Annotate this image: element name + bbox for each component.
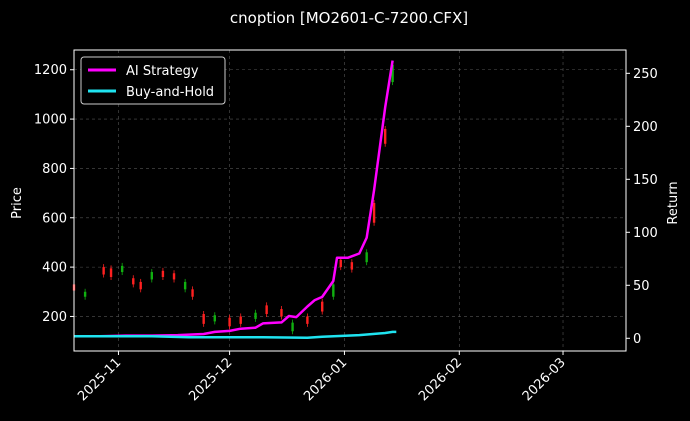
x-tick-label: 2026-01 xyxy=(301,355,350,404)
candles xyxy=(72,61,394,335)
y2-tick-label: 50 xyxy=(633,279,650,294)
candle-body xyxy=(365,252,368,263)
x-axis-ticks: 2025-11 2025-12 2026-01 2026-02 2026-03 xyxy=(75,351,569,404)
candle-body xyxy=(391,64,394,83)
candle-body xyxy=(150,272,153,280)
candle-body xyxy=(372,202,376,223)
series-line-ai-strategy xyxy=(74,60,394,338)
x-tick-label: 2025-11 xyxy=(75,355,124,404)
series xyxy=(74,60,397,340)
plot-frame xyxy=(73,49,627,352)
legend-box xyxy=(80,56,226,105)
y2-tick-label: 200 xyxy=(633,120,658,135)
grid xyxy=(74,50,626,351)
x-tick-label: 2025-12 xyxy=(186,355,235,404)
y-tick-label: 800 xyxy=(42,162,67,177)
y2-tick-label: 150 xyxy=(633,173,658,188)
candle-body xyxy=(183,281,187,290)
y2-axis-label: Return xyxy=(666,181,681,224)
candle-body xyxy=(280,309,283,317)
candle-body xyxy=(265,305,268,314)
candle-body xyxy=(120,265,124,273)
candle-body xyxy=(228,317,231,327)
y2-tick-label: 250 xyxy=(633,67,658,82)
candle-body xyxy=(191,289,194,297)
candle-body xyxy=(306,316,309,324)
candle-body xyxy=(383,128,387,144)
y2-axis-ticks: 0 50 100 150 200 250 xyxy=(626,67,658,347)
y2-tick-label: 0 xyxy=(633,332,641,347)
y-tick-label: 400 xyxy=(42,261,67,276)
legend-label-ai-strategy: AI Strategy xyxy=(126,64,199,79)
y-tick-label: 600 xyxy=(42,211,67,226)
y-tick-label: 1000 xyxy=(34,113,67,128)
candle-body xyxy=(321,301,324,312)
candle-body xyxy=(332,284,335,297)
chart-title: cnoption [MO2601-C-7200.CFX] xyxy=(230,9,468,27)
candle-body xyxy=(172,273,176,280)
candle-body xyxy=(202,313,205,324)
candle-body xyxy=(132,278,135,285)
x-tick-label: 2026-02 xyxy=(416,355,465,404)
candle-body xyxy=(350,262,354,270)
y-axis-label: Price xyxy=(10,187,25,219)
candle-body xyxy=(291,322,294,332)
candle-body xyxy=(213,315,216,322)
candle-body xyxy=(109,268,113,277)
candle-body xyxy=(139,281,142,290)
candle-body xyxy=(254,312,257,319)
y-axis-ticks: 200 400 600 800 1000 1200 xyxy=(34,63,74,325)
y2-tick-label: 100 xyxy=(633,226,658,241)
legend: AI Strategy Buy-and-Hold xyxy=(80,56,226,105)
candle-body xyxy=(339,259,342,268)
x-tick-label: 2026-03 xyxy=(520,355,569,404)
y-tick-label: 1200 xyxy=(34,63,67,78)
candle-body xyxy=(161,270,165,277)
candle-body xyxy=(102,267,105,275)
series-line-buy-and-hold xyxy=(74,330,397,340)
legend-label-buy-and-hold: Buy-and-Hold xyxy=(126,85,214,100)
candle-body xyxy=(239,316,242,324)
candle-body xyxy=(83,291,87,297)
y-tick-label: 200 xyxy=(42,310,67,325)
